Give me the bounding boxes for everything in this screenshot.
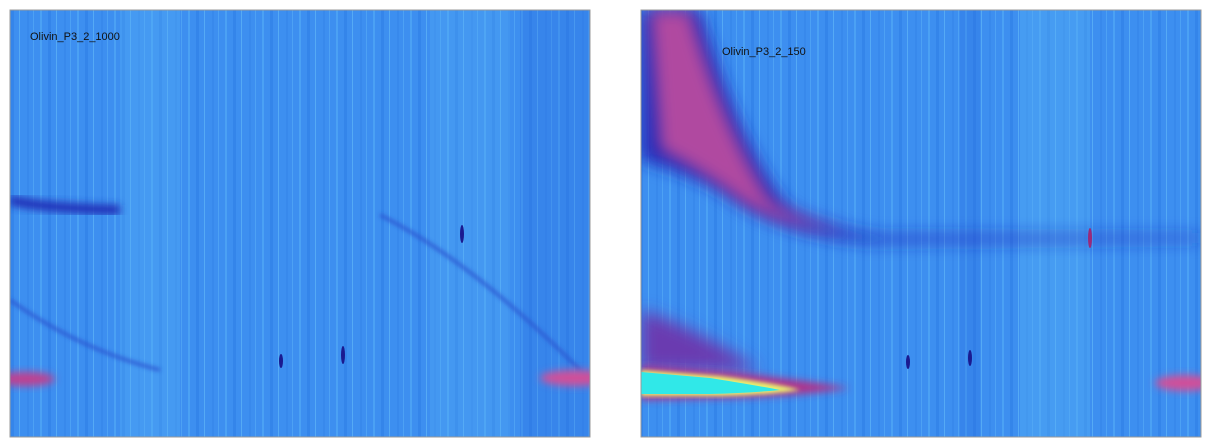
panel-title: Olivin_P3_2_1000 xyxy=(30,31,120,43)
left-panel xyxy=(10,10,590,437)
right-frame xyxy=(640,9,1202,438)
right-panel xyxy=(641,10,1201,437)
left-frame xyxy=(9,9,591,438)
panel-title: Olivin_P3_2_150 xyxy=(722,46,806,58)
